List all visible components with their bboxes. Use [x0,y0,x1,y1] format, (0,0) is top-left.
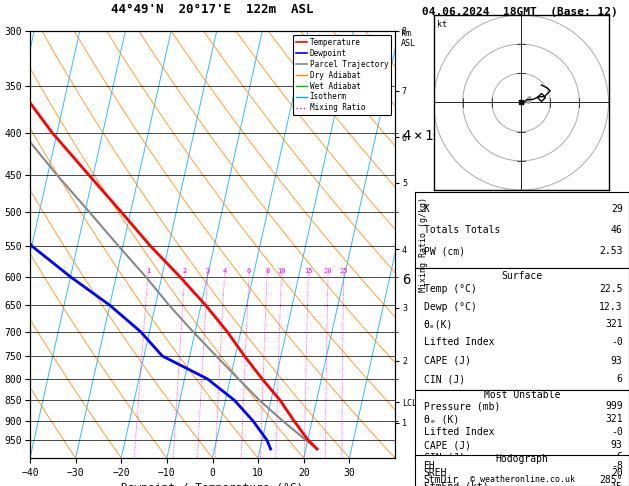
Text: SREH: SREH [423,468,447,478]
Legend: Temperature, Dewpoint, Parcel Trajectory, Dry Adiabat, Wet Adiabat, Isotherm, Mi: Temperature, Dewpoint, Parcel Trajectory… [292,35,391,115]
Text: Dewp (°C): Dewp (°C) [423,302,476,312]
Text: 321: 321 [605,414,623,424]
Text: kt: kt [437,20,447,29]
Text: 29: 29 [611,204,623,214]
Text: 2.53: 2.53 [599,246,623,256]
Text: Hodograph: Hodograph [496,454,548,464]
Text: EH: EH [423,461,435,471]
Text: 6: 6 [616,452,623,462]
Text: CAPE (J): CAPE (J) [423,440,470,450]
Text: 6: 6 [616,374,623,384]
Text: 93: 93 [611,440,623,450]
Text: 999: 999 [605,401,623,411]
Text: StmSpd (kt): StmSpd (kt) [423,482,488,486]
Text: θₑ (K): θₑ (K) [423,414,459,424]
Text: -8: -8 [611,461,623,471]
Text: 15: 15 [304,268,313,274]
Text: 3: 3 [206,268,210,274]
Text: 12.3: 12.3 [599,302,623,312]
Y-axis label: hPa: hPa [0,234,2,255]
Text: 285°: 285° [599,475,623,485]
Text: 10: 10 [277,268,286,274]
Text: CAPE (J): CAPE (J) [423,356,470,366]
Text: 25: 25 [340,268,348,274]
Text: 46: 46 [611,225,623,235]
Text: CIN (J): CIN (J) [423,374,465,384]
Text: 04.06.2024  18GMT  (Base: 12): 04.06.2024 18GMT (Base: 12) [421,7,618,17]
Text: Lifted Index: Lifted Index [423,337,494,347]
Text: 20: 20 [324,268,332,274]
Text: 321: 321 [605,319,623,329]
Text: CIN (J): CIN (J) [423,452,465,462]
Text: Surface: Surface [501,271,543,281]
Text: 15: 15 [611,482,623,486]
Text: 2: 2 [183,268,187,274]
Text: 44°49'N  20°17'E  122m  ASL: 44°49'N 20°17'E 122m ASL [111,3,314,17]
Text: 93: 93 [611,356,623,366]
Text: 20: 20 [611,468,623,478]
Text: K: K [423,204,430,214]
Text: -0: -0 [611,337,623,347]
Text: Temp (°C): Temp (°C) [423,284,476,294]
Text: 22.5: 22.5 [599,284,623,294]
Text: © weatheronline.co.uk: © weatheronline.co.uk [469,474,574,484]
Text: Totals Totals: Totals Totals [423,225,500,235]
Text: Lifted Index: Lifted Index [423,427,494,437]
Text: Most Unstable: Most Unstable [484,390,560,400]
Text: StmDir: StmDir [423,475,459,485]
Text: Pressure (mb): Pressure (mb) [423,401,500,411]
Text: 6: 6 [247,268,251,274]
Text: 1: 1 [146,268,150,274]
Text: Mixing Ratio (g/kg): Mixing Ratio (g/kg) [419,197,428,292]
X-axis label: Dewpoint / Temperature (°C): Dewpoint / Temperature (°C) [121,483,304,486]
Text: 4: 4 [223,268,226,274]
Text: -0: -0 [611,427,623,437]
Text: 8: 8 [265,268,269,274]
Text: km
ASL: km ASL [401,29,416,48]
Text: θₑ(K): θₑ(K) [423,319,453,329]
Text: PW (cm): PW (cm) [423,246,465,256]
